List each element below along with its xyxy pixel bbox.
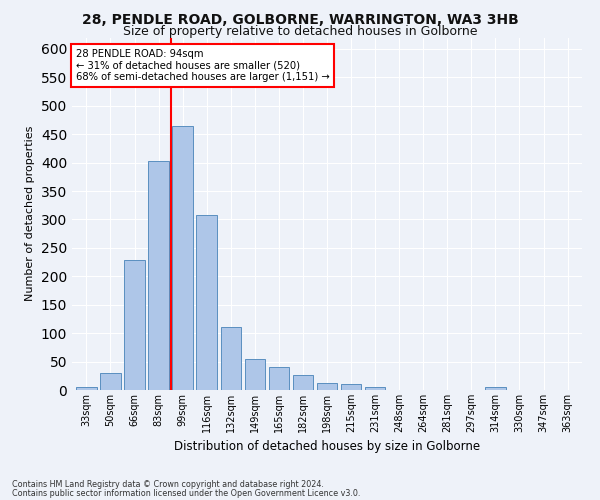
Bar [221, 327, 241, 390]
Bar [100, 373, 121, 390]
Text: Contains public sector information licensed under the Open Government Licence v3: Contains public sector information licen… [12, 488, 361, 498]
Bar [148, 162, 169, 390]
Bar [317, 382, 337, 390]
Bar [485, 387, 506, 390]
X-axis label: Distribution of detached houses by size in Golborne: Distribution of detached houses by size … [174, 440, 480, 454]
Bar [76, 387, 97, 390]
Text: 28, PENDLE ROAD, GOLBORNE, WARRINGTON, WA3 3HB: 28, PENDLE ROAD, GOLBORNE, WARRINGTON, W… [82, 12, 518, 26]
Bar [124, 260, 145, 390]
Y-axis label: Number of detached properties: Number of detached properties [25, 126, 35, 302]
Text: Contains HM Land Registry data © Crown copyright and database right 2024.: Contains HM Land Registry data © Crown c… [12, 480, 324, 489]
Bar [293, 375, 313, 390]
Bar [172, 126, 193, 390]
Bar [196, 216, 217, 390]
Bar [341, 384, 361, 390]
Text: 28 PENDLE ROAD: 94sqm
← 31% of detached houses are smaller (520)
68% of semi-det: 28 PENDLE ROAD: 94sqm ← 31% of detached … [76, 49, 329, 82]
Bar [365, 387, 385, 390]
Bar [245, 360, 265, 390]
Bar [269, 368, 289, 390]
Text: Size of property relative to detached houses in Golborne: Size of property relative to detached ho… [123, 25, 477, 38]
